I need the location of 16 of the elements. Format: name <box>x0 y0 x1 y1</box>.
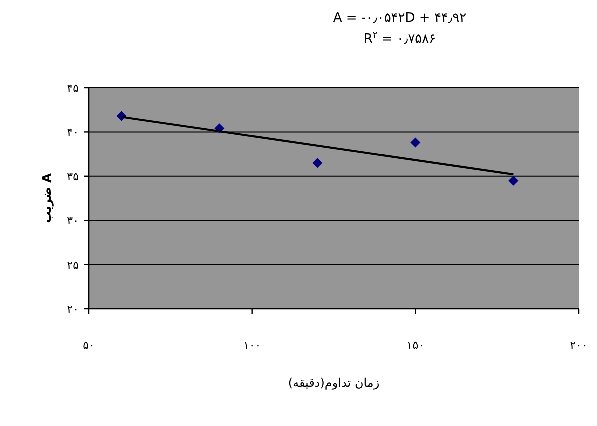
x-tick-label: ۱۰۰ <box>243 339 262 352</box>
y-tick-label: ۳۰ <box>67 214 79 228</box>
y-tick-label: ۴۵ <box>67 82 80 95</box>
x-tick-label: ۲۰۰ <box>570 339 588 352</box>
y-tick-label: ۳۵ <box>67 170 80 184</box>
y-tick-label: ۲۰ <box>67 303 79 316</box>
x-tick-label: ۵۰ <box>83 339 95 352</box>
point <box>410 138 421 148</box>
point <box>508 176 519 186</box>
x-axis-title: زمان تداوم(دقیقه) <box>288 376 380 390</box>
y-tick-label: ۴۰ <box>67 126 79 140</box>
point <box>312 158 323 168</box>
text: A = -۰٫۰۵۴۲D + ۴۴٫۹۲ <box>333 11 467 26</box>
y-axis-title: ضریب A <box>40 172 54 224</box>
x-tick-label: ۱۵۰ <box>406 339 425 352</box>
y-tick-label: ۲۵ <box>67 258 80 272</box>
